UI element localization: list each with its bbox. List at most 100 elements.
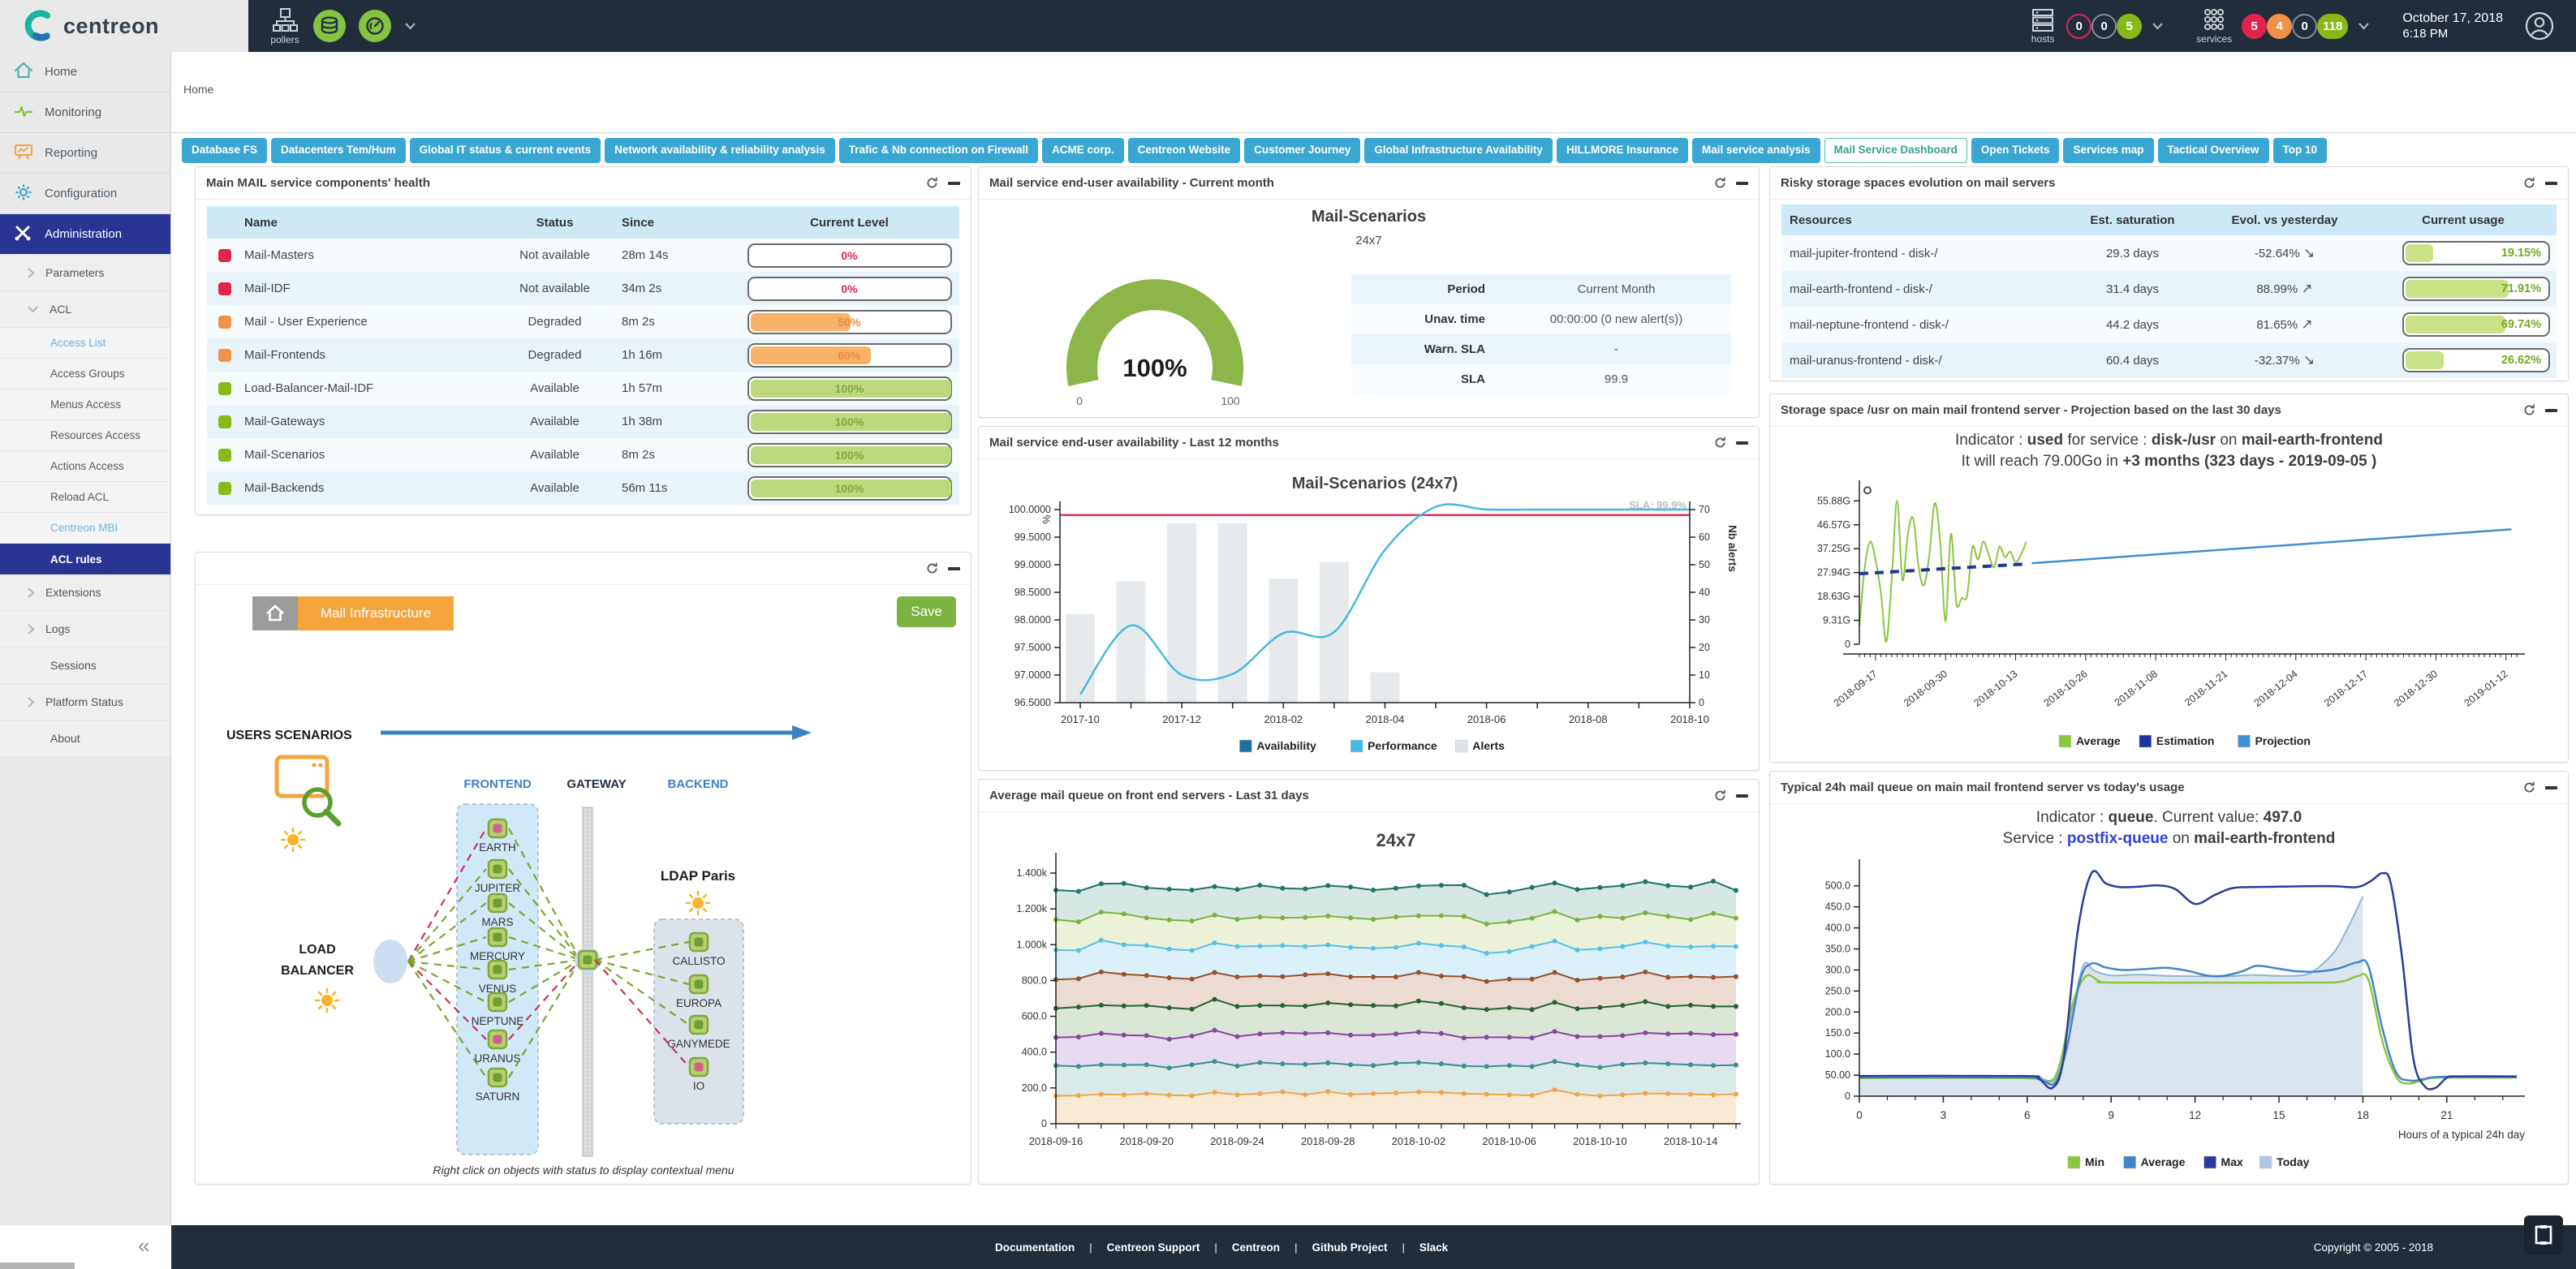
user-icon[interactable] <box>2524 11 2555 41</box>
dashboard-tab[interactable]: Mail service analysis <box>1691 138 1820 163</box>
footer-link[interactable]: Slack <box>1419 1241 1449 1254</box>
status-badge[interactable]: 0 <box>2091 13 2117 39</box>
table-row[interactable]: mail-earth-frontend - disk-/ 31.4 days 88.… <box>1781 271 2557 307</box>
sidebar-subitem-about[interactable]: About <box>0 721 170 757</box>
sidebar-subitem-access-groups[interactable]: Access Groups <box>0 359 170 389</box>
dashboard-tab[interactable]: Trafic & Nb connection on Firewall <box>838 138 1039 163</box>
dashboard-tab[interactable]: ACME corp. <box>1042 138 1124 163</box>
refresh-icon[interactable] <box>1713 436 1727 450</box>
sidebar-subitem-resources-access[interactable]: Resources Access <box>0 420 170 451</box>
sidebar-item-configuration[interactable]: Configuration <box>0 174 170 214</box>
table-row[interactable]: mail-uranus-frontend - disk-/ 60.4 days -3… <box>1781 342 2557 378</box>
sidebar-subitem-actions-access[interactable]: Actions Access <box>0 451 170 482</box>
sidebar-subitem-acl[interactable]: ACL <box>0 291 170 328</box>
sidebar-subitem-logs[interactable]: Logs <box>0 611 170 647</box>
dashboard-tab[interactable]: Datacenters Tem/Hum <box>271 138 406 163</box>
chevron-down-icon[interactable] <box>2358 22 2370 30</box>
dashboard-tab[interactable]: Global Infrastructure Availability <box>1364 138 1553 163</box>
table-row[interactable]: Mail-Scenarios Available 8m 2s 100% <box>207 438 959 471</box>
footer-link[interactable]: Documentation <box>995 1241 1075 1254</box>
collapse-icon[interactable] <box>948 181 960 185</box>
status-badge[interactable]: 4 <box>2267 13 2293 39</box>
dashboard-tab[interactable]: Mail Service Dashboard <box>1824 138 1967 163</box>
sidebar-subitem-reload-acl[interactable]: Reload ACL <box>0 482 170 513</box>
refresh-icon[interactable] <box>1713 176 1727 190</box>
table-row[interactable]: Mail-Masters Not available 28m 14s 0% <box>207 239 959 272</box>
svg-text:12: 12 <box>2189 1109 2201 1121</box>
collapse-icon[interactable] <box>948 566 960 570</box>
refresh-icon[interactable] <box>2522 781 2536 794</box>
sidebar-subitem-centreon-mbi[interactable]: Centreon MBI <box>0 513 170 544</box>
footer-link[interactable]: Github Project <box>1312 1241 1388 1254</box>
horizontal-scrollbar[interactable] <box>0 1263 75 1269</box>
collapse-icon[interactable] <box>1736 441 1748 445</box>
refresh-icon[interactable] <box>1713 789 1727 802</box>
refresh-icon[interactable] <box>2522 176 2536 190</box>
table-row[interactable]: mail-jupiter-frontend - disk-/ 29.3 days -… <box>1781 235 2557 271</box>
fullscreen-button[interactable] <box>2524 1215 2563 1254</box>
brand-text: centreon <box>63 13 160 38</box>
chevron-down-icon[interactable] <box>404 22 416 30</box>
dashboard-tab[interactable]: Top 10 <box>2272 138 2328 163</box>
sidebar-subitem-parameters[interactable]: Parameters <box>0 255 170 291</box>
dashboard-tab[interactable]: Services map <box>2063 138 2154 163</box>
table-row[interactable]: Mail-Backends Available 56m 11s 100% <box>207 471 959 505</box>
collapse-icon[interactable] <box>2545 408 2557 412</box>
dashboard-tab[interactable]: Centreon Website <box>1127 138 1241 163</box>
refresh-icon[interactable] <box>2522 403 2536 417</box>
sidebar-item-monitoring[interactable]: Monitoring <box>0 92 170 133</box>
breadcrumb[interactable]: Home <box>183 83 214 96</box>
status-badge[interactable]: 118 <box>2317 13 2349 39</box>
db-status-icon[interactable] <box>313 10 346 42</box>
sidebar-item-home[interactable]: Home <box>0 52 170 92</box>
save-button[interactable]: Save <box>897 596 956 627</box>
dashboard-tab[interactable]: Global IT status & current events <box>409 138 601 163</box>
infrastructure-diagram[interactable]: USERS SCENARIOS FRONTEND GATEWAY BACKEND LDA… <box>196 642 972 1181</box>
status-badge[interactable]: 5 <box>2117 13 2143 39</box>
table-row[interactable]: Mail-Gateways Available 1h 38m 100% <box>207 405 959 438</box>
pollers-icon[interactable]: pollers <box>269 7 300 45</box>
footer-link[interactable]: Centreon Support <box>1106 1241 1200 1254</box>
svg-text:Hours of a typical 24h day: Hours of a typical 24h day <box>2398 1129 2525 1141</box>
home-icon[interactable] <box>252 596 298 630</box>
sidebar-subitem-menus-access[interactable]: Menus Access <box>0 389 170 420</box>
sidebar-subitem-platform-status[interactable]: Platform Status <box>0 684 170 721</box>
refresh-icon[interactable] <box>925 176 939 190</box>
dashboard-tab[interactable]: Customer Journey <box>1244 138 1361 163</box>
chevron-down-icon[interactable] <box>2152 22 2164 30</box>
dashboard-tab[interactable]: Database FS <box>182 138 268 163</box>
svg-text:99.0000: 99.0000 <box>1014 559 1051 570</box>
map-breadcrumb[interactable]: Mail Infrastructure <box>252 596 454 630</box>
sidebar-item-reporting[interactable]: Reporting <box>0 133 170 174</box>
table-row[interactable]: Load-Balancer-Mail-IDF Available 1h 57m 100… <box>207 372 959 405</box>
table-row[interactable]: mail-neptune-frontend - disk-/ 44.2 days 8… <box>1781 307 2557 342</box>
sidebar-subitem-acl-rules[interactable]: ACL rules <box>0 544 170 574</box>
sidebar-collapse-button[interactable]: « <box>138 1233 150 1258</box>
sidebar-subitem-access-list[interactable]: Access List <box>0 328 170 359</box>
table-row[interactable]: Mail - User Experience Degraded 8m 2s 50% <box>207 305 959 338</box>
collapse-icon[interactable] <box>1736 794 1748 798</box>
collapse-icon[interactable] <box>2545 181 2557 185</box>
dashboard-tab[interactable]: Network availability & reliability analy… <box>605 138 835 163</box>
status-badge[interactable]: 0 <box>2066 13 2092 39</box>
gauge-status-icon[interactable] <box>359 10 391 42</box>
collapse-icon[interactable] <box>2545 785 2557 789</box>
dashboard-tab[interactable]: Open Tickets <box>1971 138 2060 163</box>
load-balancer-node[interactable] <box>373 940 407 983</box>
logo[interactable]: centreon <box>0 0 248 52</box>
services-icon[interactable]: services <box>2196 8 2232 45</box>
sidebar-item-administration[interactable]: Administration <box>0 214 170 255</box>
status-badge[interactable]: 5 <box>2242 13 2268 39</box>
footer-link[interactable]: Centreon <box>1231 1241 1281 1254</box>
refresh-icon[interactable] <box>925 561 939 575</box>
sidebar-subitem-sessions[interactable]: Sessions <box>0 647 170 684</box>
hosts-icon[interactable]: hosts <box>2029 8 2057 45</box>
status-badge[interactable]: 0 <box>2292 13 2318 39</box>
map-breadcrumb-label[interactable]: Mail Infrastructure <box>298 596 454 630</box>
table-row[interactable]: Mail-IDF Not available 34m 2s 0% <box>207 272 959 305</box>
sidebar-subitem-extensions[interactable]: Extensions <box>0 574 170 611</box>
table-row[interactable]: Mail-Frontends Degraded 1h 16m 60% <box>207 338 959 372</box>
dashboard-tab[interactable]: HILLMORE Insurance <box>1556 138 1688 163</box>
dashboard-tab[interactable]: Tactical Overview <box>2157 138 2269 163</box>
collapse-icon[interactable] <box>1736 181 1748 185</box>
